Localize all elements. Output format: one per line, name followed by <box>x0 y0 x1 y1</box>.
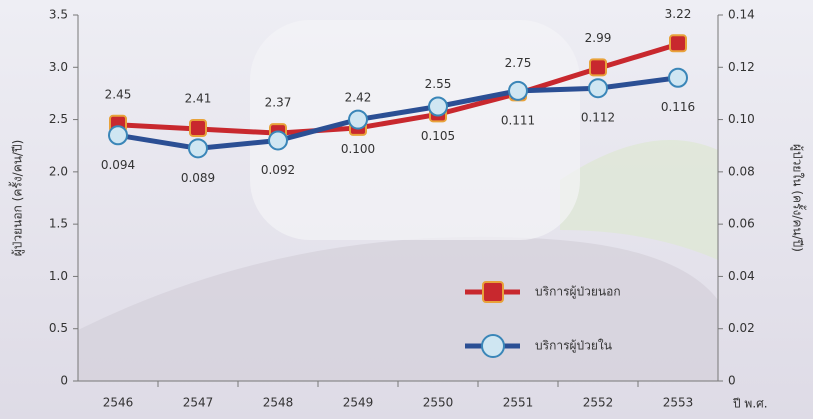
data-label: 2.55 <box>425 77 452 91</box>
data-label: 0.111 <box>501 113 535 127</box>
data-label: 2.45 <box>105 87 132 101</box>
data-label: 2.42 <box>345 90 372 104</box>
y2-tick-label: 0.14 <box>728 8 755 22</box>
y-tick-label: 3.5 <box>49 8 68 22</box>
x-tick-label: 2549 <box>343 396 374 410</box>
x-tick-label: 2548 <box>263 396 294 410</box>
y-axis-title: ผู้ป่วยนอก (ครั้ง/คน/ปี) <box>9 140 26 257</box>
y-tick-label: 1.5 <box>49 217 68 231</box>
data-label: 2.99 <box>585 31 612 45</box>
y-tick-label: 1.0 <box>49 269 68 283</box>
x-axis-title: ปี พ.ศ. <box>732 397 767 411</box>
y2-tick-label: 0.02 <box>728 321 755 335</box>
point-marker <box>508 80 528 101</box>
series-line <box>117 75 679 151</box>
x-tick-label: 2550 <box>423 396 454 410</box>
data-label: 2.75 <box>505 56 532 70</box>
point-marker <box>588 78 608 99</box>
data-label: 0.112 <box>581 111 615 125</box>
point-marker <box>268 130 288 151</box>
y2-tick-label: 0.10 <box>728 112 755 126</box>
data-label: 0.105 <box>421 129 455 143</box>
point-marker <box>348 109 368 130</box>
series-line <box>117 41 679 136</box>
y2-tick-label: 0.04 <box>728 269 755 283</box>
y2-tick-label: 0 <box>728 374 736 388</box>
y2-tick-label: 0.08 <box>728 164 755 178</box>
ambulance-shape <box>250 20 580 240</box>
x-tick-label: 2547 <box>183 396 214 410</box>
y2-tick-label: 0.06 <box>728 217 755 231</box>
point-marker <box>188 138 208 159</box>
legend-label: บริการผู้ป่วยใน <box>535 339 612 354</box>
data-label: 0.092 <box>261 163 295 177</box>
data-label: 0.116 <box>661 100 695 114</box>
y-tick-label: 0.5 <box>49 321 68 335</box>
y-tick-label: 2.0 <box>49 164 68 178</box>
data-label: 0.094 <box>101 158 135 172</box>
y2-tick-label: 0.12 <box>728 60 755 74</box>
data-label: 2.41 <box>185 91 212 105</box>
y2-axis-title: ผู้ป่วยใน (ครั้ง/คน/ปี) <box>790 144 807 252</box>
x-tick-label: 2546 <box>103 396 134 410</box>
data-label: 0.100 <box>341 142 375 156</box>
x-tick-label: 2552 <box>583 396 614 410</box>
data-label: 0.089 <box>181 171 215 185</box>
point-marker <box>108 125 128 146</box>
legend-label: บริการผู้ป่วยนอก <box>535 285 621 300</box>
point-marker <box>589 58 607 77</box>
point-marker <box>669 34 687 53</box>
x-tick-label: 2553 <box>663 396 694 410</box>
data-label: 3.22 <box>665 7 692 21</box>
road-shape <box>78 236 718 381</box>
legend-marker <box>482 281 504 303</box>
hill-shape <box>560 140 718 260</box>
x-tick-label: 2551 <box>503 396 534 410</box>
data-label: 2.37 <box>265 96 292 110</box>
y-tick-label: 3.0 <box>49 60 68 74</box>
y-tick-label: 0 <box>60 374 68 388</box>
point-marker <box>668 67 688 88</box>
y-tick-label: 2.5 <box>49 112 68 126</box>
point-marker <box>189 118 207 137</box>
point-marker <box>428 96 448 117</box>
legend-marker <box>481 334 505 358</box>
